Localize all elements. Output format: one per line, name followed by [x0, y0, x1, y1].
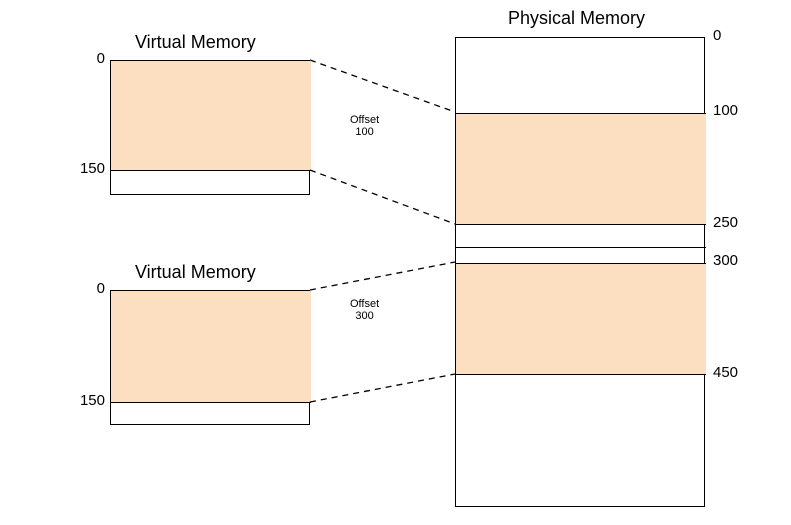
physical-memory-fill-1: [456, 113, 706, 225]
physical-memory-fill-2: [456, 263, 706, 375]
title-virtual-memory-top: Virtual Memory: [135, 32, 256, 53]
connector-line-1: [310, 60, 455, 112]
physical-tick-250: 250: [713, 214, 738, 231]
virtual-bottom-tick-0: 0: [60, 280, 105, 297]
physical-memory-box: [455, 37, 705, 507]
offset-label-1: Offset100: [350, 114, 379, 138]
offset-label-2: Offset300: [350, 298, 379, 322]
connector-line-3: [310, 262, 455, 290]
virtual-memory-bottom-fill: [111, 291, 311, 403]
title-physical-memory: Physical Memory: [508, 8, 645, 29]
title-virtual-memory-bottom: Virtual Memory: [135, 262, 256, 283]
virtual-memory-top-box: [110, 60, 310, 195]
virtual-memory-bottom-box: [110, 290, 310, 425]
virtual-memory-top-divider: [111, 170, 311, 171]
virtual-memory-bottom-divider: [111, 402, 311, 403]
connector-line-4: [310, 374, 455, 402]
physical-tick-0: 0: [713, 27, 721, 44]
virtual-top-tick-150: 150: [60, 160, 105, 177]
physical-tick-300: 300: [713, 252, 738, 269]
physical-tick-100: 100: [713, 102, 738, 119]
virtual-top-tick-0: 0: [60, 50, 105, 67]
physical-memory-midline: [456, 247, 706, 248]
connector-line-2: [310, 170, 455, 224]
virtual-memory-top-fill: [111, 61, 311, 171]
virtual-bottom-tick-150: 150: [60, 392, 105, 409]
physical-tick-450: 450: [713, 364, 738, 381]
